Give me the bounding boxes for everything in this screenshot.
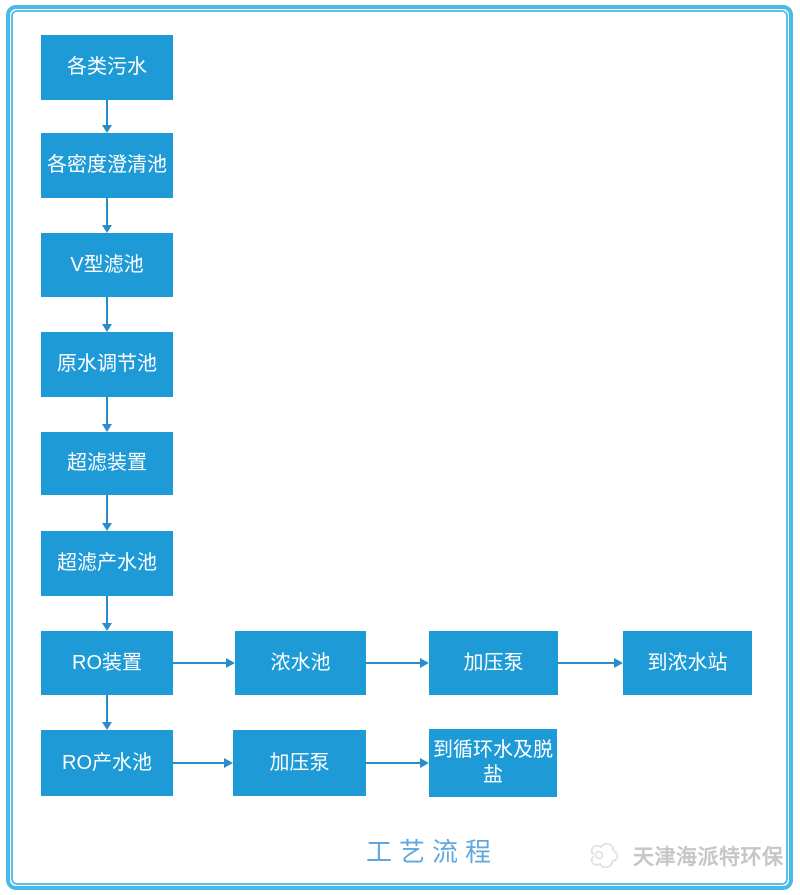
arrow-right-icon — [558, 658, 623, 668]
flow-box-label: 到循环水及脱盐 — [433, 739, 553, 786]
flow-box-wastewater: 各类污水 — [41, 35, 173, 100]
arrow-right-icon — [173, 658, 235, 668]
arrow-down-icon — [102, 596, 112, 631]
flow-box-label: RO产水池 — [62, 751, 152, 774]
company-watermark: 天津海派特环保 — [586, 839, 784, 873]
flow-box-label: 加压泵 — [269, 751, 330, 774]
flow-box-label: V型滤池 — [70, 253, 144, 276]
flow-box-ultrafiltration-unit: 超滤装置 — [41, 432, 173, 495]
flow-box-uf-product-tank: 超滤产水池 — [41, 531, 173, 596]
flow-box-label: RO装置 — [72, 651, 142, 674]
flow-box-raw-water-regulation-tank: 原水调节池 — [41, 332, 173, 397]
flow-box-booster-pump-product: 加压泵 — [233, 730, 366, 796]
flow-box-concentrate-tank: 浓水池 — [235, 631, 366, 695]
flow-box-label: 各类污水 — [67, 56, 147, 78]
arrow-right-icon — [173, 758, 233, 768]
flow-box-clarifier: 各密度澄清池 — [41, 133, 173, 198]
arrow-down-icon — [102, 297, 112, 332]
arrow-right-icon — [366, 658, 429, 668]
flow-box-label: 原水调节池 — [57, 353, 157, 375]
company-name: 天津海派特环保 — [633, 846, 784, 869]
diagram-caption: 工艺流程 — [365, 837, 498, 867]
arrow-down-icon — [102, 495, 112, 531]
arrow-right-icon — [366, 758, 429, 768]
flow-box-label: 超滤产水池 — [57, 552, 157, 574]
arrow-down-icon — [102, 100, 112, 133]
flow-box-label: 到浓水站 — [647, 651, 728, 674]
flow-box-label: 浓水池 — [270, 651, 331, 674]
flow-box-to-concentrate-station: 到浓水站 — [623, 631, 752, 695]
flow-box-v-type-filter: V型滤池 — [41, 233, 173, 297]
flow-box-ro-unit: RO装置 — [41, 631, 173, 695]
arrow-down-icon — [102, 397, 112, 432]
company-logo-icon — [590, 842, 619, 869]
flow-box-label: 超滤装置 — [67, 452, 147, 474]
flow-box-booster-pump-concentrate: 加压泵 — [429, 631, 558, 695]
flow-box-ro-product-tank: RO产水池 — [41, 730, 173, 796]
flow-box-label: 各密度澄清池 — [47, 154, 167, 176]
flow-box-label: 加压泵 — [463, 651, 524, 674]
arrow-down-icon — [102, 198, 112, 233]
flow-box-to-circulating-water-desalination: 到循环水及脱盐 — [429, 729, 557, 797]
arrow-down-icon — [102, 695, 112, 730]
